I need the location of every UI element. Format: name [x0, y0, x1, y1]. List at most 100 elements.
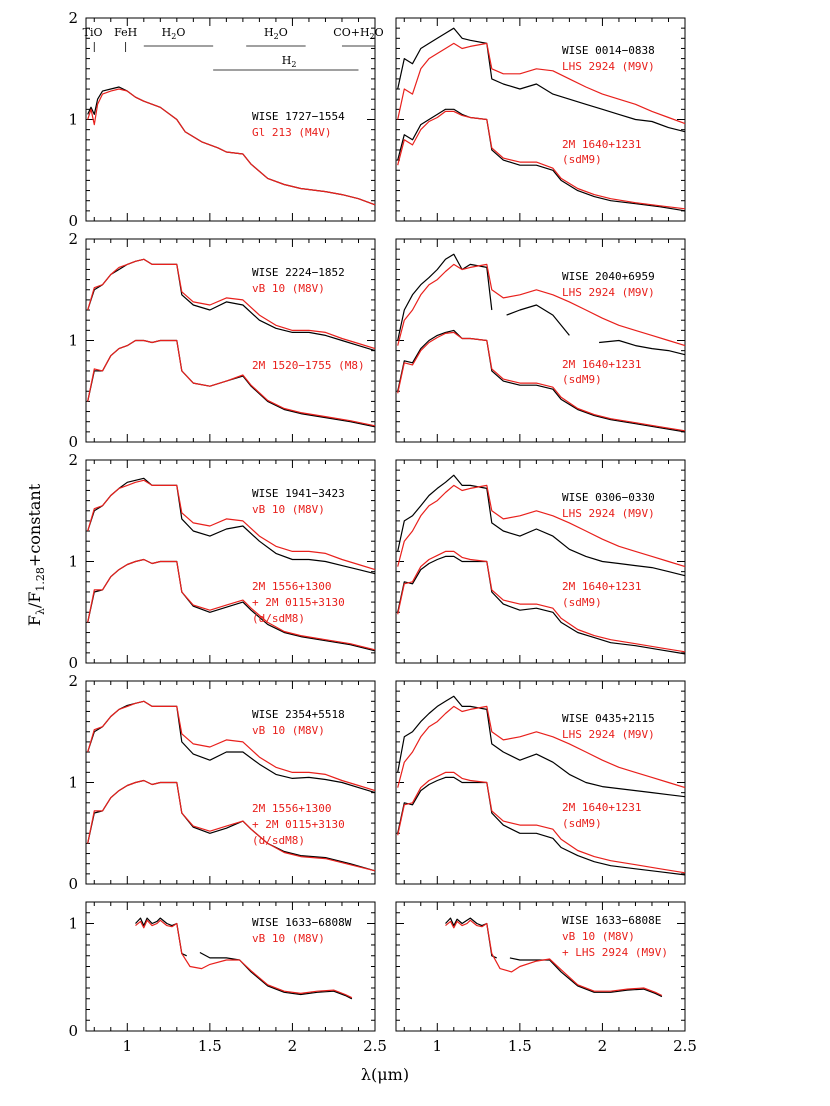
- spectrum-label: vB 10 (M8V): [562, 930, 635, 943]
- y-axis-title-main: F: [25, 615, 44, 626]
- object-spectrum: [87, 86, 376, 206]
- y-axis-title-sub2: 1.28: [34, 567, 47, 592]
- template-spectrum: [397, 110, 686, 210]
- spectrum-label: 2M 1640+1231: [562, 358, 641, 371]
- spectrum-label: 2M 1556+1300: [252, 580, 331, 593]
- y-axis-title-tail: +constant: [25, 483, 44, 567]
- panel-row3-right: WISE 0306−0330 LHS 2924 (M9V) 2M 1640+1231…: [395, 459, 686, 664]
- template-spectrum: [397, 263, 686, 347]
- y-tick-label: 2: [68, 9, 78, 27]
- panel-row4-right: WISE 0435+2115 LHS 2924 (M9V) 2M 1640+1231…: [395, 680, 686, 885]
- spectrum-label: WISE 0435+2115: [562, 712, 655, 725]
- spectrum-label: vB 10 (M8V): [252, 282, 325, 295]
- spectrum-label: 2M 1556+1300: [252, 802, 331, 815]
- object-spectrum: [506, 304, 570, 336]
- template-spectrum: [87, 779, 376, 872]
- template-spectrum: [397, 550, 686, 653]
- template-spectrum: [87, 339, 376, 427]
- template-spectrum: [87, 258, 376, 350]
- x-tick-label: 1.5: [198, 1037, 222, 1055]
- spectrum-label: LHS 2924 (M9V): [562, 286, 655, 299]
- panel-row5-left: 0 1 1 1.5 2 2.5 WISE 1633−6808W vB 10 (M8V): [68, 901, 387, 1055]
- template-spectrum: [87, 479, 376, 571]
- spectrum-label: WISE 1633−6808E: [562, 914, 661, 927]
- y-tick-label: 1: [68, 553, 78, 571]
- object-spectrum: [87, 258, 376, 352]
- spectrum-label: + 2M 0115+3130: [252, 818, 345, 831]
- object-spectrum: [397, 555, 686, 655]
- panel-row3-left: 0 1 2 WISE 1941−3423 vB 10 (M8V) 2M 1556+1300…: [68, 451, 376, 672]
- y-tick-label: 0: [68, 212, 78, 230]
- y-tick-label: 1: [68, 915, 78, 933]
- spectrum-label: Gl 213 (M4V): [252, 126, 331, 139]
- object-spectrum: [397, 695, 686, 798]
- spectrum-label: (sdM9): [562, 153, 602, 166]
- panel-row2-right: WISE 2040+6959 LHS 2924 (M9V) 2M 1640+1231…: [395, 238, 686, 443]
- x-tick-label: 2.5: [363, 1037, 387, 1055]
- panel-row2-left: 0 1 2 WISE 2224−1852 vB 10 (M8V) 2M 1520−1755…: [68, 230, 376, 451]
- spectrum-label: LHS 2924 (M9V): [562, 60, 655, 73]
- spectrum-label: (d/sdM8): [252, 612, 305, 625]
- y-tick-label: 0: [68, 875, 78, 893]
- panel-row4-left: 0 1 2 WISE 2354+5518 vB 10 (M8V) 2M 1556+1300…: [68, 672, 376, 893]
- spectrum-label: 2M 1640+1231: [562, 580, 641, 593]
- spectrum-label: vB 10 (M8V): [252, 503, 325, 516]
- y-tick-label: 0: [68, 433, 78, 451]
- panel-row5-right: 1 1.5 2 2.5 WISE 1633−6808E vB 10 (M8V) + LHS …: [395, 901, 697, 1055]
- spectrum-label: + 2M 0115+3130: [252, 596, 345, 609]
- y-axis-title-mid: /F: [25, 592, 44, 609]
- spectrum-label: (sdM9): [562, 596, 602, 609]
- y-tick-label: 2: [68, 230, 78, 248]
- y-axis-title: Fλ/F1.28+constant: [25, 483, 47, 626]
- spectrum-label: WISE 0306−0330: [562, 491, 655, 504]
- feature-label: H2O: [162, 26, 186, 41]
- template-spectrum: [397, 705, 686, 789]
- y-axis-title-sub1: λ: [34, 608, 47, 615]
- spectrum-label: WISE 1727−1554: [252, 110, 345, 123]
- x-tick-label: 2: [288, 1037, 298, 1055]
- panel-row1-left: 0 1 2 TiO FeH H2O H2O CO+H2O H2 WISE 1727−1554 Gl …: [68, 9, 383, 230]
- y-tick-label: 1: [68, 111, 78, 129]
- object-spectrum: [599, 339, 686, 356]
- object-spectrum: [397, 108, 686, 212]
- object-spectrum: [397, 27, 686, 133]
- x-axis-title: λ(μm): [361, 1065, 409, 1084]
- y-tick-label: 1: [68, 332, 78, 350]
- spectrum-label: + LHS 2924 (M9V): [562, 946, 668, 959]
- x-tick-label: 2: [598, 1037, 608, 1055]
- feature-label: FeH: [114, 26, 137, 39]
- spectrum-label: LHS 2924 (M9V): [562, 728, 655, 741]
- x-tick-label: 1: [123, 1037, 133, 1055]
- spectrum-label: 2M 1520−1755 (M8): [252, 359, 365, 372]
- spectrum-label: WISE 0014−0838: [562, 44, 655, 57]
- feature-label: TiO: [83, 26, 103, 39]
- spectrum-label: 2M 1640+1231: [562, 801, 641, 814]
- spectrum-label: vB 10 (M8V): [252, 932, 325, 945]
- template-spectrum: [397, 771, 686, 874]
- object-spectrum: [87, 339, 376, 428]
- feature-label: H2: [282, 54, 297, 69]
- object-spectrum: [397, 776, 686, 876]
- object-spectrum: [509, 957, 663, 998]
- x-tick-label: 2.5: [673, 1037, 697, 1055]
- x-tick-label: 1: [433, 1037, 443, 1055]
- spectrum-label: (sdM9): [562, 373, 602, 386]
- y-tick-label: 0: [68, 1022, 78, 1040]
- template-spectrum: [445, 919, 663, 997]
- object-spectrum: [397, 329, 686, 433]
- y-tick-label: 0: [68, 654, 78, 672]
- spectrum-label: WISE 2040+6959: [562, 270, 655, 283]
- template-spectrum: [135, 919, 353, 999]
- template-spectrum: [87, 558, 376, 651]
- spectrum-label: 2M 1640+1231: [562, 138, 641, 151]
- y-tick-label: 2: [68, 672, 78, 690]
- x-tick-label: 1.5: [508, 1037, 532, 1055]
- spectrum-label: WISE 1633−6808W: [252, 916, 352, 929]
- feature-label: CO+H2O: [333, 26, 383, 41]
- spectrum-label: (d/sdM8): [252, 834, 305, 847]
- template-spectrum: [87, 700, 376, 792]
- panel-grid: 0 1 2 TiO FeH H2O H2O CO+H2O H2 WISE 1727−1554 Gl …: [68, 9, 696, 1055]
- feature-label: H2O: [264, 26, 288, 41]
- object-spectrum: [199, 951, 353, 1000]
